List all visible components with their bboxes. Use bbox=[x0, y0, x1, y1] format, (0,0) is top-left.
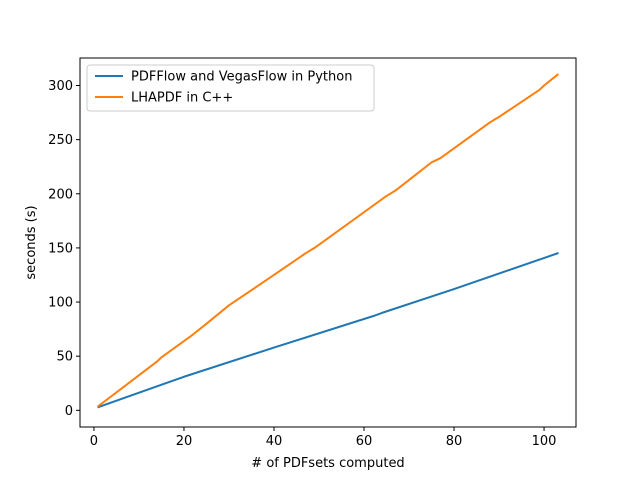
x-axis-label: # of PDFsets computed bbox=[251, 456, 404, 471]
y-axis-label: seconds (s) bbox=[24, 205, 39, 279]
legend-label-1: PDFFlow and VegasFlow in Python bbox=[131, 70, 352, 85]
y-tick-label: 150 bbox=[48, 241, 73, 256]
y-tick-label: 100 bbox=[48, 296, 73, 311]
series-line-2 bbox=[97, 73, 559, 408]
legend-box bbox=[86, 64, 375, 112]
legend-label-2: LHAPDF in C++ bbox=[131, 91, 233, 106]
x-tick-label: 100 bbox=[532, 434, 557, 449]
x-tick-label: 60 bbox=[356, 434, 373, 449]
y-tick-label: 300 bbox=[48, 79, 73, 94]
x-tick-label: 20 bbox=[176, 434, 193, 449]
x-tick-label: 40 bbox=[266, 434, 283, 449]
y-tick-label: 50 bbox=[56, 350, 73, 365]
x-tick-label: 0 bbox=[90, 434, 98, 449]
series-line-1 bbox=[97, 252, 559, 409]
y-tick-label: 0 bbox=[65, 404, 73, 419]
axes-frame bbox=[79, 57, 577, 428]
y-tick-label: 200 bbox=[48, 187, 73, 202]
y-tick-label: 250 bbox=[48, 133, 73, 148]
series-layer bbox=[97, 73, 559, 409]
x-axis-ticks: 0 20 40 60 80 100 bbox=[90, 427, 557, 449]
legend: PDFFlow and VegasFlow in Python LHAPDF in… bbox=[86, 64, 375, 112]
y-axis-ticks: 0 50 100 150 200 250 300 bbox=[48, 79, 80, 419]
x-tick-label: 80 bbox=[446, 434, 463, 449]
